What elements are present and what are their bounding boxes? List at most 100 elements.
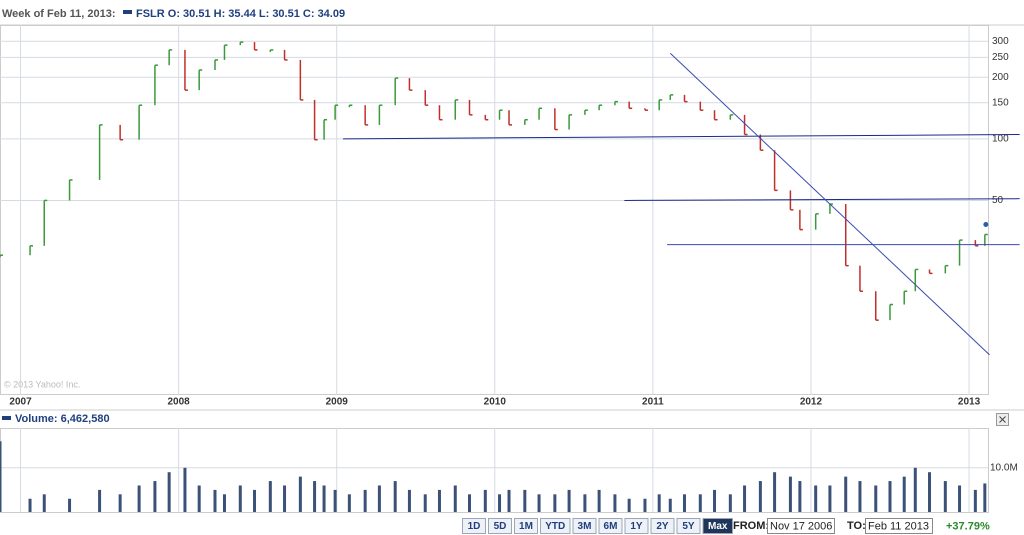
price-bar <box>699 101 704 111</box>
price-bar <box>168 49 173 66</box>
volume-bar <box>183 467 187 512</box>
price-bar <box>454 99 459 120</box>
price-bar <box>408 78 413 91</box>
volume-bar <box>437 489 441 512</box>
range-button[interactable]: 1D <box>462 518 486 534</box>
volume-bar <box>238 485 242 512</box>
y-tick-label: 10.0M <box>990 462 1018 473</box>
range-button-label: 1Y <box>630 521 643 532</box>
trendline <box>343 134 1020 140</box>
price-bar <box>214 59 218 70</box>
price-bar <box>614 100 618 106</box>
volume-bar <box>322 485 326 512</box>
x-tick-label: 2008 <box>168 397 191 408</box>
range-button[interactable]: 1Y <box>624 518 649 534</box>
volume-bar <box>0 441 2 512</box>
volume-bar <box>902 476 906 512</box>
volume-bar <box>958 485 962 512</box>
volume-bar <box>814 485 818 512</box>
range-button[interactable]: 3M <box>572 518 597 534</box>
volume-bar <box>467 494 471 512</box>
price-bar <box>119 124 124 141</box>
range-button[interactable]: 6M <box>598 518 623 534</box>
y-tick-label: 200 <box>992 72 1009 83</box>
volume-bar <box>453 485 457 512</box>
volume-bar <box>682 494 686 512</box>
price-bar <box>928 269 933 275</box>
price-bar <box>944 264 949 274</box>
price-bar <box>669 94 674 100</box>
volume-bar <box>758 481 762 512</box>
range-button-box[interactable] <box>650 518 675 534</box>
volume-bar <box>347 494 351 512</box>
range-button-box[interactable] <box>676 518 701 534</box>
price-bar <box>68 179 73 201</box>
range-button[interactable]: YTD <box>540 518 571 534</box>
range-button-label: 1D <box>468 521 481 532</box>
price-bar <box>394 77 399 106</box>
price-bar <box>554 108 558 131</box>
range-button-box[interactable] <box>462 518 486 534</box>
close-button[interactable] <box>996 413 1009 426</box>
volume-bar <box>498 494 502 512</box>
price-bar <box>198 69 203 91</box>
volume-bar <box>68 498 72 512</box>
from-input[interactable] <box>767 518 835 534</box>
price-bar <box>859 265 863 292</box>
price-bar <box>154 64 158 106</box>
range-button[interactable]: 5D <box>488 518 512 534</box>
volume-bar <box>798 481 802 512</box>
volume-bar <box>844 476 848 512</box>
price-bar <box>658 99 663 111</box>
range-button[interactable]: 5Y <box>676 518 701 534</box>
trendline <box>624 198 1020 201</box>
price-bar <box>138 104 143 140</box>
volume-bar <box>222 494 226 512</box>
volume-bar <box>213 489 217 512</box>
price-bar <box>914 268 919 292</box>
price-bar <box>223 44 228 60</box>
price-bar <box>269 49 274 52</box>
range-button-label: 2Y <box>656 521 669 532</box>
price-bar <box>283 49 288 61</box>
volume-bar <box>423 494 427 512</box>
range-button-box[interactable] <box>514 518 538 534</box>
to-input[interactable] <box>865 518 933 534</box>
range-button[interactable]: 1M <box>514 518 538 534</box>
volume-title: Volume: 6,462,580 <box>15 413 110 425</box>
range-button-box[interactable] <box>488 518 512 534</box>
range-button-box[interactable] <box>624 518 649 534</box>
volume-bar <box>928 472 932 512</box>
price-bar <box>424 90 429 106</box>
volume-bar <box>268 481 272 512</box>
x-tick-label: 2012 <box>800 397 823 408</box>
from-value: Nov 17 2006 <box>770 520 832 532</box>
volume-bar <box>407 489 411 512</box>
range-button-label: 1M <box>519 521 533 532</box>
volume-bar <box>98 489 102 512</box>
copyright: © 2013 Yahoo! Inc. <box>4 379 80 389</box>
range-button-box[interactable] <box>598 518 623 534</box>
volume-bar <box>643 498 647 512</box>
volume-bar <box>788 476 792 512</box>
range-button-label: Max <box>708 521 728 532</box>
range-button-box[interactable] <box>572 518 597 534</box>
range-button[interactable]: Max <box>702 518 733 534</box>
range-button-label: YTD <box>545 521 565 532</box>
range-button-label: 5Y <box>682 521 695 532</box>
range-button-box[interactable] <box>540 518 571 534</box>
volume-bar <box>298 476 302 512</box>
range-button[interactable]: 2Y <box>650 518 675 534</box>
volume-bar <box>313 481 317 512</box>
volume-bar <box>583 494 587 512</box>
price-bar <box>759 134 764 151</box>
range-button-box[interactable] <box>702 518 733 534</box>
price-bar <box>584 109 588 115</box>
price-bar <box>644 108 648 111</box>
range-button-label: 3M <box>578 521 592 532</box>
price-bar <box>498 109 503 120</box>
volume-bar <box>913 467 917 512</box>
price-bar <box>98 124 103 180</box>
header-quote: FSLR O: 30.51 H: 35.44 L: 30.51 C: 34.09 <box>136 8 345 20</box>
volume-bar <box>657 494 661 512</box>
